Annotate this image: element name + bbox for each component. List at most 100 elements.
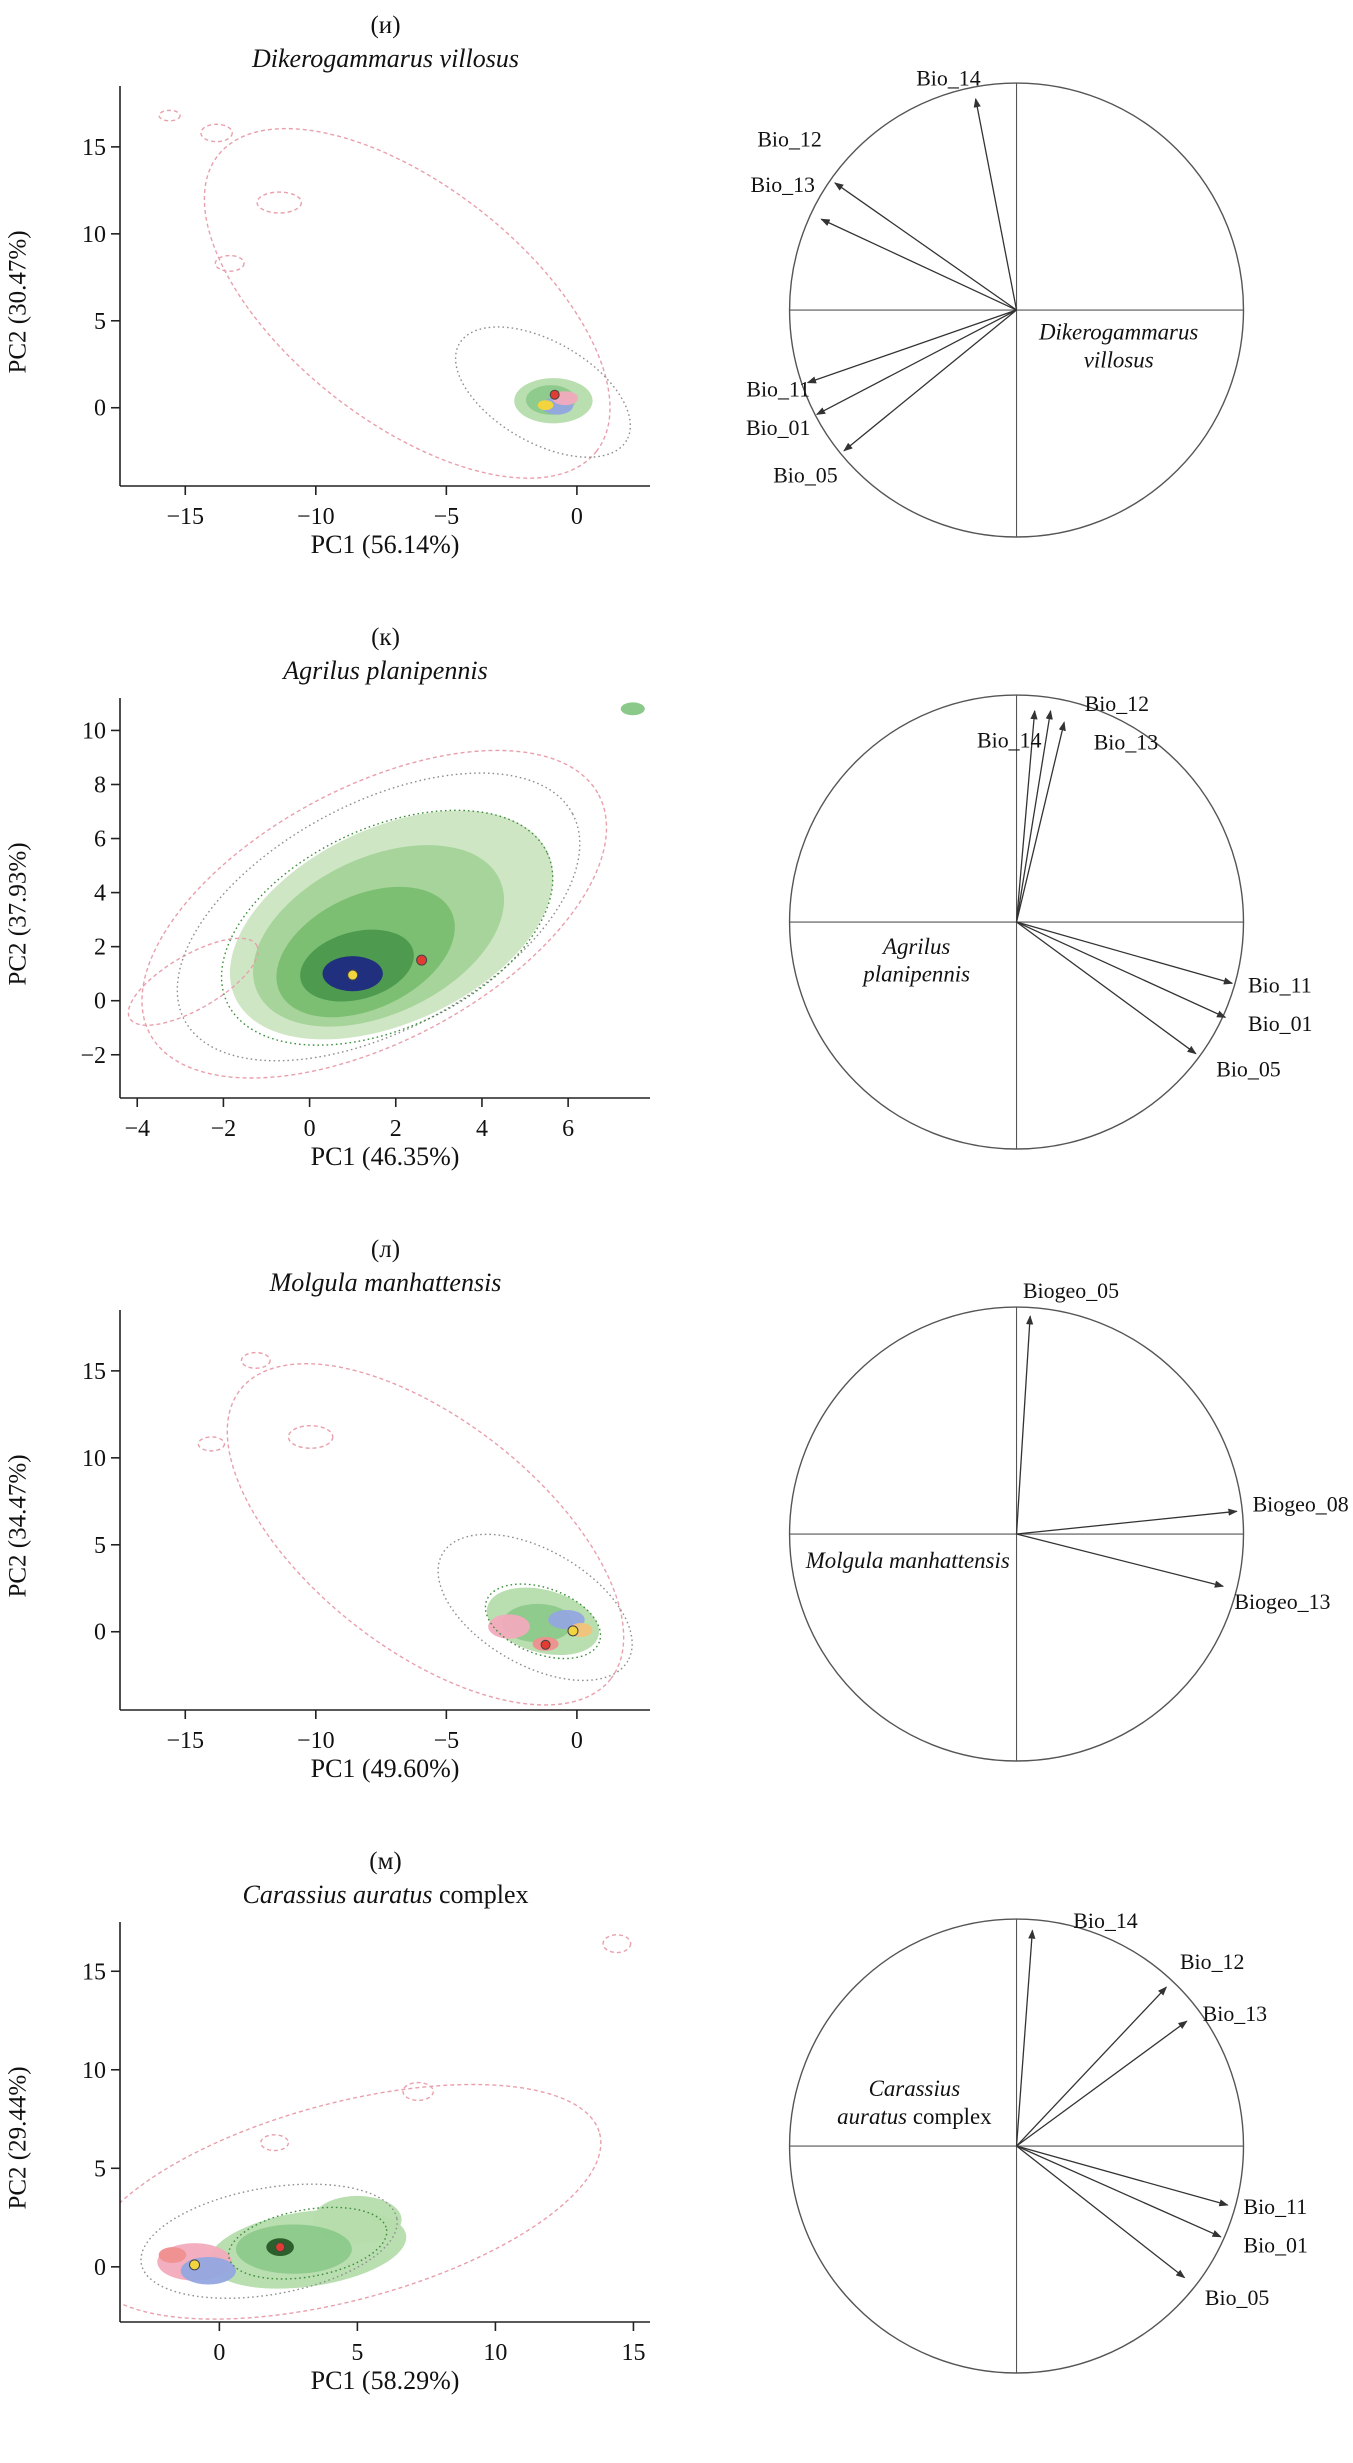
- species-title: Carassius auratus complex: [242, 1880, 529, 1909]
- svg-text:−15: −15: [166, 504, 204, 528]
- x-axis-label: PC1 (49.60%): [310, 1754, 460, 1783]
- svg-text:6: 6: [94, 827, 106, 853]
- svg-text:−5: −5: [434, 1728, 460, 1752]
- panel-carassius-auratus-complex: (м) Carassius auratus complex PC2 (29.44…: [0, 1836, 1353, 2448]
- svg-text:10: 10: [483, 2340, 507, 2364]
- panel-dikerogammarus-villosus: (и) Dikerogammarus villosus PC2 (30.47%)…: [0, 0, 1353, 612]
- svg-text:Carassius: Carassius: [869, 2076, 961, 2101]
- pca-plot-wrap: PC2 (37.93%) −4 −2 0 2 4 6 −2 0 2 4 6 8 10: [5, 688, 693, 1142]
- svg-text:Bio_13: Bio_13: [1203, 2001, 1268, 2026]
- pca-column: (и) Dikerogammarus villosus PC2 (30.47%)…: [0, 10, 693, 612]
- correlation-circle: Bio_14 Bio_12 Bio_13 Bio_11 Bio_01 Bio_05 Agri…: [788, 691, 1313, 1150]
- pca-density-plot: 0 5 10 15 0 5 10 15: [82, 1922, 650, 2366]
- svg-text:Biogeo_13: Biogeo_13: [1234, 1589, 1330, 1614]
- x-axis-label: PC1 (58.29%): [310, 2366, 460, 2395]
- svg-text:Bio_12: Bio_12: [1180, 1949, 1244, 1974]
- svg-text:Molgula manhattensis: Molgula manhattensis: [805, 1548, 1010, 1573]
- svg-text:5: 5: [94, 309, 106, 335]
- svg-text:0: 0: [304, 1116, 316, 1140]
- y-axis-label: PC2 (29.44%): [5, 2066, 32, 2210]
- panel-agrilus-planipennis: (к) Agrilus planipennis PC2 (37.93%) −4−…: [0, 612, 1353, 1224]
- svg-text:Bio_01: Bio_01: [746, 415, 810, 440]
- svg-text:0: 0: [94, 2255, 106, 2281]
- svg-text:−2: −2: [80, 1043, 106, 1069]
- circle-column: Biogeo_05 Biogeo_08 Biogeo_13 Molgula manha…: [693, 1234, 1353, 1836]
- pca-plot-wrap: PC2 (34.47%) −15 −10 −5 0 0 5 10 15: [5, 1300, 693, 1754]
- pca-density-plot: −15 −10 −5 0 0 5 10 15: [82, 86, 650, 530]
- svg-text:15: 15: [621, 2340, 645, 2364]
- svg-text:Bio_12: Bio_12: [1085, 691, 1149, 716]
- svg-text:15: 15: [82, 1959, 106, 1985]
- y-axis-label: PC2 (34.47%): [5, 1454, 32, 1598]
- svg-text:4: 4: [94, 881, 106, 907]
- svg-text:4: 4: [476, 1116, 488, 1140]
- svg-text:planipennis: planipennis: [861, 962, 970, 987]
- svg-text:0: 0: [571, 1728, 583, 1752]
- species-title: Agrilus planipennis: [283, 656, 488, 685]
- svg-text:Bio_05: Bio_05: [773, 463, 838, 488]
- panel-tag: (м): [369, 1848, 402, 1875]
- svg-text:Bio_01: Bio_01: [1248, 1011, 1312, 1036]
- circle-column: Bio_14 Bio_12 Bio_13 Bio_11 Bio_01 Bio_05 Cara…: [693, 1846, 1353, 2448]
- svg-text:−10: −10: [297, 1728, 335, 1752]
- pca-plot-wrap: PC2 (29.44%) 0 5 10 15 0 5 10 15: [5, 1912, 693, 2366]
- panel-tag: (л): [370, 1236, 401, 1263]
- svg-text:8: 8: [94, 772, 106, 798]
- pca-column: (к) Agrilus planipennis PC2 (37.93%) −4−…: [0, 622, 693, 1224]
- correlation-circle: Bio_14 Bio_12 Bio_13 Bio_11 Bio_01 Bio_05 Cara…: [788, 1908, 1308, 2374]
- correlation-circle: Bio_14 Bio_12 Bio_13 Bio_11 Bio_01 Bio_05 Dike…: [746, 65, 1245, 538]
- svg-text:10: 10: [82, 718, 106, 744]
- y-axis-label: PC2 (30.47%): [5, 230, 32, 374]
- pca-column: (л) Molgula manhattensis PC2 (34.47%) −1…: [0, 1234, 693, 1836]
- y-axis-label: PC2 (37.93%): [5, 842, 32, 986]
- species-title: Dikerogammarus villosus: [252, 44, 519, 73]
- svg-text:2: 2: [390, 1116, 402, 1140]
- svg-text:Bio_01: Bio_01: [1243, 2233, 1307, 2258]
- species-title: Molgula manhattensis: [269, 1268, 502, 1297]
- svg-text:Bio_14: Bio_14: [916, 65, 981, 90]
- x-axis-label: PC1 (46.35%): [310, 1142, 460, 1171]
- svg-text:10: 10: [82, 222, 106, 248]
- pca-column: (м) Carassius auratus complex PC2 (29.44…: [0, 1846, 693, 2448]
- svg-text:auratus complex: auratus complex: [837, 2104, 992, 2129]
- svg-text:Bio_14: Bio_14: [1073, 1908, 1138, 1933]
- svg-text:Biogeo_08: Biogeo_08: [1253, 1491, 1349, 1516]
- pca-plot-wrap: PC2 (30.47%) −15 −10 −5 0 0 5 10 15: [5, 76, 693, 530]
- svg-text:0: 0: [94, 1620, 106, 1646]
- panel-tag: (и): [370, 12, 401, 39]
- svg-text:5: 5: [351, 2340, 363, 2364]
- pca-density-plot: −15 −10 −5 0 0 5 10 15: [82, 1310, 650, 1754]
- svg-text:−15: −15: [166, 1728, 204, 1752]
- svg-text:10: 10: [82, 1446, 106, 1472]
- svg-text:Bio_14: Bio_14: [977, 727, 1042, 752]
- svg-text:Bio_05: Bio_05: [1205, 2285, 1270, 2310]
- svg-text:Biogeo_05: Biogeo_05: [1023, 1278, 1119, 1303]
- svg-text:2: 2: [94, 935, 106, 961]
- svg-text:6: 6: [562, 1116, 574, 1140]
- svg-text:15: 15: [82, 1359, 106, 1385]
- svg-text:0: 0: [571, 504, 583, 528]
- svg-text:Dikerogammarus: Dikerogammarus: [1038, 320, 1198, 345]
- svg-text:Bio_13: Bio_13: [751, 172, 816, 197]
- svg-text:−2: −2: [211, 1116, 237, 1140]
- svg-text:−10: −10: [297, 504, 335, 528]
- svg-text:0: 0: [94, 989, 106, 1015]
- x-axis-label: PC1 (56.14%): [310, 530, 460, 559]
- svg-text:villosus: villosus: [1084, 347, 1154, 372]
- svg-text:5: 5: [94, 2156, 106, 2182]
- svg-text:Bio_05: Bio_05: [1216, 1056, 1281, 1081]
- svg-text:0: 0: [94, 396, 106, 422]
- circle-column: Bio_14 Bio_12 Bio_13 Bio_11 Bio_01 Bio_05 Agri…: [693, 622, 1353, 1224]
- svg-text:10: 10: [82, 2058, 106, 2084]
- svg-text:15: 15: [82, 135, 106, 161]
- svg-text:Bio_12: Bio_12: [757, 127, 821, 152]
- pca-density-plot: −4 −2 0 2 4 6 −2 0 2 4 6 8 10: [80, 698, 650, 1142]
- svg-text:Bio_11: Bio_11: [1248, 972, 1312, 997]
- svg-text:Agrilus: Agrilus: [881, 934, 950, 959]
- correlation-circle: Biogeo_05 Biogeo_08 Biogeo_13 Molgula manha…: [788, 1278, 1349, 1762]
- svg-text:Bio_13: Bio_13: [1094, 730, 1159, 755]
- svg-text:5: 5: [94, 1533, 106, 1559]
- svg-text:−4: −4: [124, 1116, 150, 1140]
- panel-molgula-manhattensis: (л) Molgula manhattensis PC2 (34.47%) −1…: [0, 1224, 1353, 1836]
